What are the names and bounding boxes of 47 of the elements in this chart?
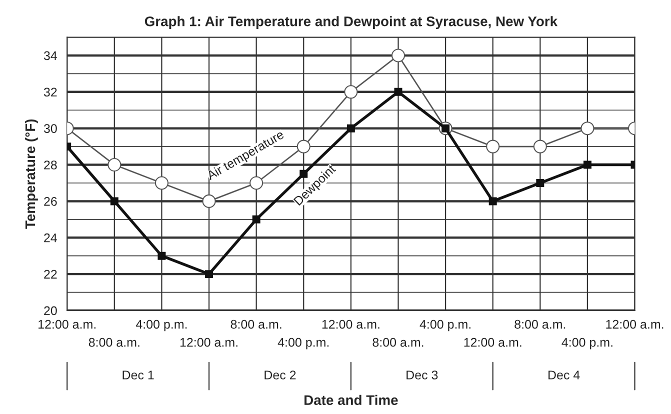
y-tick-label: 24 — [44, 233, 58, 242]
text: Dec 2 — [264, 370, 296, 380]
x-tick-label: 4:00 p.m. — [420, 320, 470, 332]
point — [296, 140, 310, 154]
x-tick-label: 4:00 p.m. — [136, 320, 187, 332]
point — [205, 270, 214, 278]
x-tick-label: 8:00 a.m. — [514, 320, 566, 329]
point — [158, 252, 166, 260]
point — [110, 197, 118, 206]
y-tick-label: 32 — [44, 88, 57, 97]
point — [391, 48, 406, 62]
point — [346, 124, 355, 132]
y-axis-title: Temperature (°F) — [24, 119, 38, 229]
x-tick-label: 4:00 p.m. — [562, 338, 612, 350]
y-tick-label: 28 — [44, 160, 57, 170]
x-tick-label: 12:00 a.m. — [606, 320, 664, 329]
y-tick-label: 26 — [44, 197, 57, 206]
y-tick-label: 22 — [44, 270, 57, 279]
x-tick-label: 12:00 a.m. — [38, 320, 96, 329]
point — [536, 178, 544, 187]
point — [154, 176, 168, 190]
text: Dec 4 — [548, 370, 580, 380]
x-tick-label: 12:00 a.m. — [464, 338, 522, 347]
point — [488, 197, 497, 206]
chart-title: Graph 1: Air Temperature and Dewpoint at Syracuse, New York — [144, 16, 558, 30]
point — [580, 122, 594, 136]
point — [344, 85, 358, 99]
x-tick-label: 8:00 a.m. — [230, 320, 282, 329]
point — [583, 160, 592, 169]
x-tick-label: 4:00 p.m. — [278, 338, 329, 350]
y-tick-label: 34 — [44, 51, 58, 60]
y-tick-label: 20 — [44, 306, 57, 316]
x-tick-label: 8:00 a.m. — [88, 338, 140, 347]
y-tick-label: 30 — [44, 124, 57, 133]
text: Dec 1 — [122, 370, 154, 380]
point — [533, 140, 547, 154]
x-tick-label: 8:00 a.m. — [372, 338, 424, 347]
point — [108, 158, 122, 172]
point — [250, 176, 264, 190]
x-tick-label: 12:00 a.m. — [180, 338, 238, 347]
point — [394, 88, 402, 96]
point — [486, 140, 500, 154]
x-tick-label: 12:00 a.m. — [322, 320, 380, 329]
point — [202, 194, 216, 208]
point — [252, 215, 260, 224]
text: Dec 3 — [406, 370, 438, 380]
x-axis-title: Date and Time — [304, 394, 398, 406]
